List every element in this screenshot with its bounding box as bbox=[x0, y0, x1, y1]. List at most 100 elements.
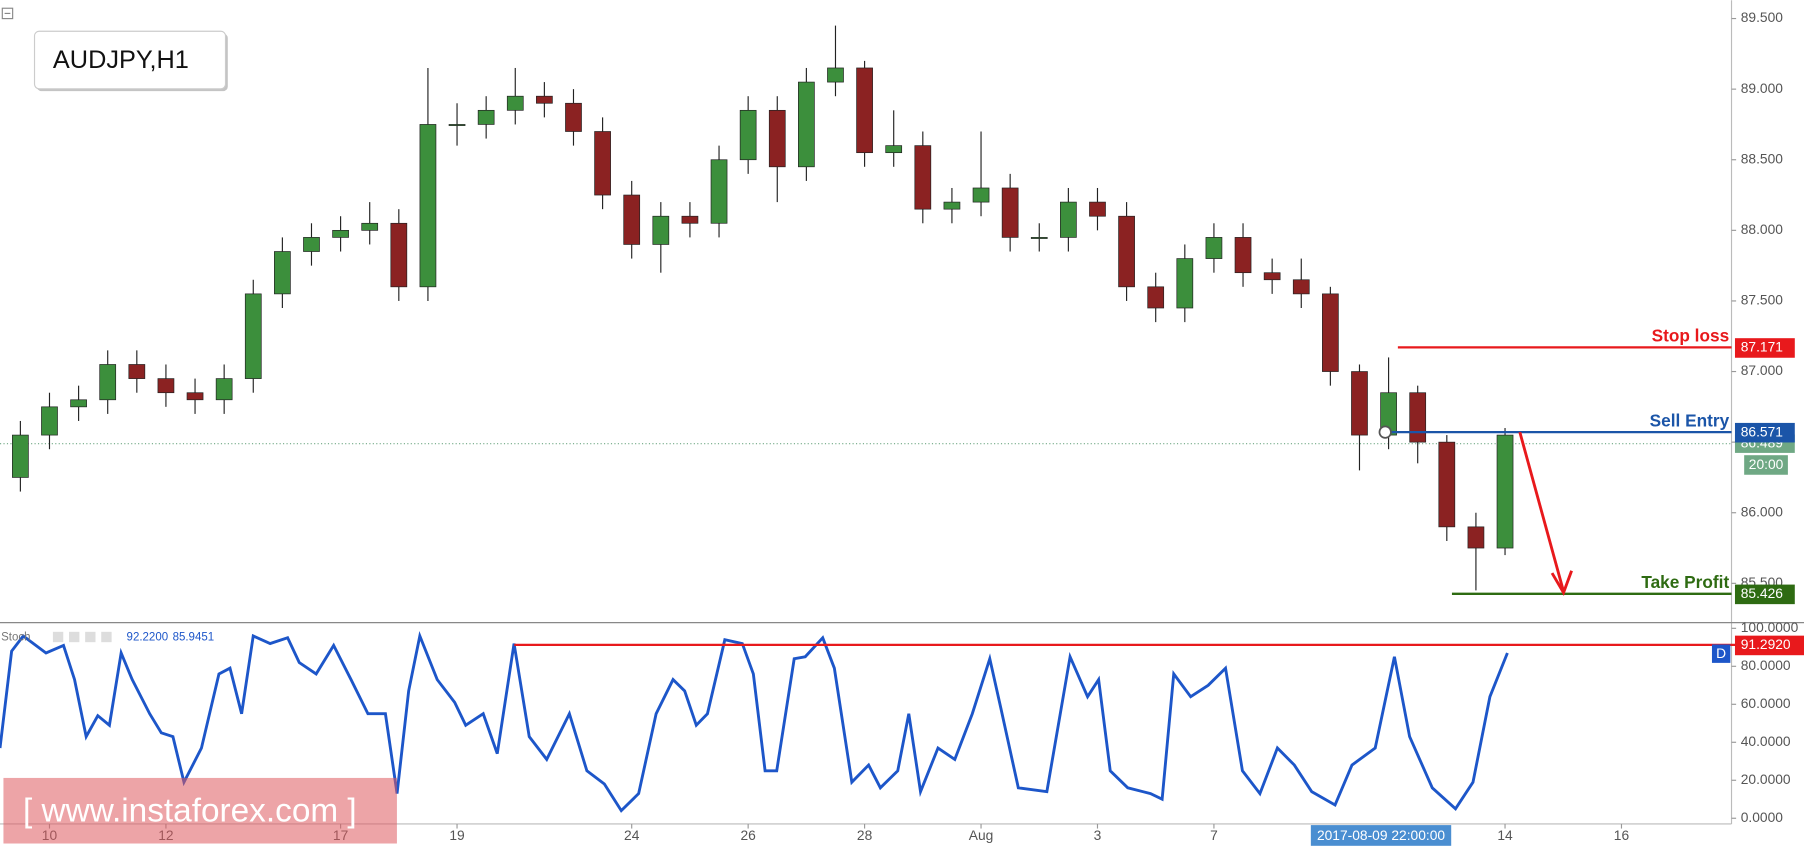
level-value-box bbox=[1734, 338, 1795, 358]
candle-body bbox=[943, 201, 961, 210]
candle-body bbox=[1409, 392, 1427, 443]
candle-body bbox=[623, 194, 641, 245]
candle-body bbox=[41, 406, 58, 436]
countdown-label: 20:00 bbox=[1749, 457, 1784, 472]
candle-body bbox=[361, 222, 379, 231]
candle-body bbox=[681, 215, 699, 224]
y-tick-label: 87.000 bbox=[1741, 363, 1784, 378]
candle-body bbox=[1001, 187, 1019, 238]
y-tick-label: 89.000 bbox=[1741, 81, 1784, 96]
candle-body bbox=[128, 364, 146, 379]
candle-body bbox=[594, 131, 611, 196]
y-tick-label: 87.500 bbox=[1741, 293, 1784, 308]
candle-body bbox=[652, 215, 670, 245]
indicator-icon[interactable] bbox=[85, 631, 96, 643]
x-tick-label: 3 bbox=[1094, 828, 1102, 843]
candle-body bbox=[12, 434, 29, 478]
candle-body bbox=[215, 378, 233, 401]
candle-body bbox=[565, 102, 582, 132]
x-tick-label: 19 bbox=[449, 828, 465, 843]
x-tick-label: 7 bbox=[1210, 828, 1218, 843]
candle-body bbox=[1234, 237, 1252, 274]
indicator-icon[interactable] bbox=[69, 631, 80, 643]
level-name: Sell Entry bbox=[1650, 410, 1730, 430]
crosshair-label: 2017-08-09 22:00:00 bbox=[1317, 828, 1445, 843]
entry-marker bbox=[1378, 425, 1392, 439]
level-name: Stop loss bbox=[1652, 326, 1730, 346]
candle-body bbox=[303, 237, 320, 252]
x-tick-label: 24 bbox=[624, 828, 640, 843]
watermark: [ www.instaforex.com ] bbox=[23, 792, 357, 829]
level-value-box bbox=[1734, 422, 1795, 443]
candle-body bbox=[739, 109, 757, 161]
stoch-line bbox=[0, 630, 1509, 813]
countdown-box bbox=[1744, 455, 1788, 475]
candle-body bbox=[419, 124, 437, 288]
candle-body bbox=[798, 81, 815, 168]
y-tick-label: 20.0000 bbox=[1741, 772, 1791, 787]
candle-body bbox=[186, 392, 204, 401]
badge: D bbox=[1716, 646, 1726, 661]
candle-body bbox=[1147, 286, 1165, 309]
candle-body bbox=[885, 145, 903, 154]
candle-body bbox=[274, 251, 291, 295]
collapse-icon[interactable] bbox=[1, 7, 14, 20]
candle-body bbox=[70, 399, 87, 408]
candle-body bbox=[1438, 441, 1456, 528]
indicator-name: Stoch bbox=[1, 632, 30, 644]
target-arrow bbox=[1518, 431, 1565, 592]
y-tick-label: 88.500 bbox=[1741, 151, 1784, 166]
candle-body bbox=[1351, 371, 1368, 436]
candle-body bbox=[768, 109, 786, 168]
candle-body bbox=[1089, 201, 1106, 217]
y-tick-label: 60.0000 bbox=[1741, 696, 1791, 711]
x-tick-label: 16 bbox=[1614, 828, 1630, 843]
crosshair-box bbox=[1310, 825, 1452, 846]
candle-body bbox=[1292, 279, 1310, 295]
candle-body bbox=[1118, 215, 1135, 288]
y-tick-label: 88.000 bbox=[1741, 222, 1784, 237]
candle-body bbox=[827, 67, 844, 83]
candle-body bbox=[390, 222, 408, 288]
candle-body bbox=[506, 95, 524, 111]
level-value-box bbox=[1734, 584, 1795, 605]
y-tick-label: 100.0000 bbox=[1741, 620, 1799, 635]
candle-body bbox=[1205, 237, 1223, 259]
candle-body bbox=[332, 229, 349, 238]
title-box bbox=[33, 30, 227, 90]
indicator-readout: 85.9451 bbox=[173, 632, 215, 644]
indicator-readout: 92.2200 bbox=[127, 632, 169, 644]
y-tick-label: 0.0000 bbox=[1741, 810, 1784, 825]
indicator-icon[interactable] bbox=[52, 631, 64, 643]
stoch-level-label: 91.2920 bbox=[1741, 637, 1791, 652]
x-tick-label: Aug bbox=[969, 828, 994, 843]
candle-body bbox=[972, 187, 990, 203]
candle-body bbox=[99, 364, 117, 401]
candle-body bbox=[914, 145, 932, 210]
candle-body bbox=[1060, 201, 1077, 238]
candle-body bbox=[1176, 258, 1194, 309]
candle-body bbox=[1322, 293, 1339, 372]
level-value: 86.571 bbox=[1741, 424, 1783, 439]
x-tick-label: 26 bbox=[740, 828, 756, 843]
y-tick-label: 40.0000 bbox=[1741, 734, 1791, 749]
y-tick-label: 80.0000 bbox=[1741, 658, 1791, 673]
level-value: 85.426 bbox=[1741, 586, 1784, 601]
badge-box bbox=[1711, 644, 1731, 663]
level-name: Take Profit bbox=[1641, 572, 1729, 592]
x-tick-label: 28 bbox=[857, 828, 873, 843]
candle-body bbox=[710, 159, 728, 224]
x-tick-label: 14 bbox=[1497, 828, 1513, 843]
candle-body bbox=[1496, 434, 1514, 549]
watermark-box bbox=[3, 777, 397, 844]
candle-body bbox=[157, 378, 175, 394]
y-tick-label: 89.500 bbox=[1741, 10, 1784, 25]
candle-body bbox=[856, 67, 873, 154]
stoch-level-box bbox=[1734, 635, 1804, 656]
candle-body bbox=[477, 109, 495, 125]
indicator-icon[interactable] bbox=[101, 631, 112, 643]
y-tick-label: 86.000 bbox=[1741, 504, 1784, 519]
